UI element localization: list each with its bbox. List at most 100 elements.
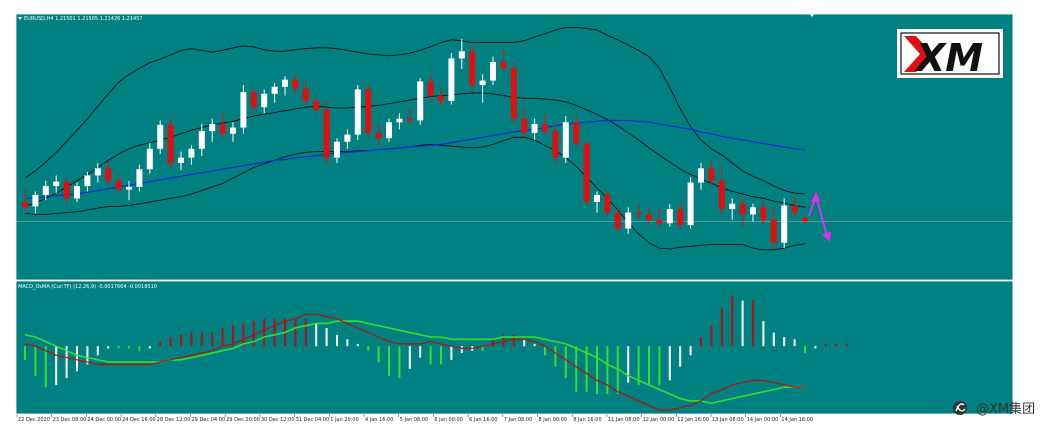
candle[interactable] — [614, 212, 621, 229]
candle[interactable] — [791, 205, 798, 213]
time-tick-label: 29 Dec 20:00 — [226, 417, 260, 423]
time-tick-label: 29 Dec 04:00 — [192, 417, 226, 423]
candle[interactable] — [396, 118, 403, 123]
candle[interactable] — [417, 81, 424, 121]
down-arrow-head-icon — [822, 231, 831, 242]
price-tick-label: 1.21260 — [1017, 237, 1038, 243]
candle[interactable] — [698, 168, 704, 183]
candle[interactable] — [230, 127, 236, 134]
moving-average-line — [24, 119, 806, 199]
candle[interactable] — [167, 124, 174, 163]
candle[interactable] — [323, 109, 330, 158]
candle[interactable] — [334, 141, 340, 158]
candle[interactable] — [178, 157, 184, 163]
candle[interactable] — [146, 148, 153, 170]
candle[interactable] — [500, 61, 507, 69]
price-tick-label: 1.22920 — [1017, 90, 1038, 96]
candle[interactable] — [479, 80, 486, 86]
price-tick-label: 1.23545 — [1017, 34, 1038, 40]
candle[interactable] — [729, 203, 736, 210]
time-tick-label: 31 Dec 04:00 — [296, 417, 330, 423]
candle[interactable] — [32, 194, 39, 207]
candle[interactable] — [188, 148, 195, 158]
candle[interactable] — [271, 86, 278, 94]
candle[interactable] — [53, 181, 60, 187]
candle[interactable] — [510, 68, 517, 119]
candle[interactable] — [625, 212, 632, 229]
moving-average-layer — [24, 119, 806, 199]
candle[interactable] — [63, 181, 70, 199]
candle[interactable] — [708, 168, 715, 181]
logo-red-slash — [904, 36, 932, 72]
candle[interactable] — [344, 134, 351, 142]
candle[interactable] — [261, 93, 268, 108]
candle[interactable] — [490, 61, 496, 81]
candle[interactable] — [94, 168, 101, 176]
candle[interactable] — [521, 118, 528, 133]
time-tick-label: 8 Jan 16:00 — [573, 417, 601, 423]
time-tick-label: 8 Jan 00:00 — [539, 417, 567, 423]
candle[interactable] — [157, 124, 164, 149]
candle[interactable] — [427, 81, 434, 96]
macd-lines-layer — [24, 313, 805, 411]
candle[interactable] — [770, 219, 777, 243]
candle[interactable] — [635, 212, 642, 215]
chart-shift-marker[interactable] — [809, 13, 815, 17]
candle[interactable] — [365, 89, 372, 133]
candle[interactable] — [718, 180, 725, 210]
candle[interactable] — [209, 124, 216, 132]
candle[interactable] — [136, 169, 143, 187]
candle[interactable] — [573, 122, 580, 144]
candle[interactable] — [313, 100, 320, 110]
main-price-panel[interactable] — [15, 13, 1014, 281]
candle[interactable] — [562, 122, 569, 158]
candle[interactable] — [739, 203, 746, 215]
candle[interactable] — [760, 207, 767, 220]
candle[interactable] — [542, 124, 548, 132]
candle[interactable] — [604, 194, 611, 213]
time-tick-label: 22 Dec 2020 — [18, 417, 50, 423]
candle[interactable] — [448, 58, 455, 101]
candle[interactable] — [594, 194, 600, 202]
candle[interactable] — [115, 180, 122, 190]
candle[interactable] — [74, 186, 80, 199]
time-tick-label: 7 Jan 08:00 — [504, 417, 532, 423]
candle[interactable] — [42, 186, 49, 195]
candle[interactable] — [552, 131, 559, 158]
candle[interactable] — [282, 79, 288, 87]
candle[interactable] — [386, 122, 392, 139]
candle[interactable] — [656, 219, 663, 224]
candle[interactable] — [750, 207, 756, 215]
candle[interactable] — [583, 143, 590, 202]
candle[interactable] — [687, 182, 694, 226]
candle[interactable] — [375, 132, 382, 139]
candle[interactable] — [105, 168, 112, 181]
macd-panel[interactable] — [15, 280, 1014, 415]
candle[interactable] — [677, 209, 684, 226]
time-tick-label: 5 Jan 08:00 — [400, 417, 428, 423]
candle[interactable] — [84, 175, 91, 187]
candle[interactable] — [22, 201, 28, 208]
candle[interactable] — [646, 214, 652, 220]
candle[interactable] — [469, 51, 476, 86]
candle[interactable] — [198, 131, 205, 149]
candle[interactable] — [302, 88, 309, 101]
candle[interactable] — [666, 209, 673, 224]
candle[interactable] — [438, 95, 444, 101]
candle[interactable] — [531, 124, 538, 133]
candle[interactable] — [354, 89, 361, 135]
candle[interactable] — [802, 217, 808, 222]
wechat-channel-icon-mark — [955, 403, 966, 412]
price-tick-label: 1.23340 — [1017, 53, 1038, 59]
candle[interactable] — [240, 92, 247, 128]
candle[interactable] — [781, 205, 788, 243]
candle[interactable] — [126, 186, 132, 190]
candle[interactable] — [250, 92, 257, 108]
candle[interactable] — [406, 118, 413, 121]
candle[interactable] — [458, 51, 465, 59]
candle[interactable] — [292, 79, 299, 89]
candle[interactable] — [219, 124, 226, 134]
macd-tick-label: 0.00 — [1017, 344, 1028, 350]
dropdown-arrow-icon[interactable] — [18, 17, 22, 20]
